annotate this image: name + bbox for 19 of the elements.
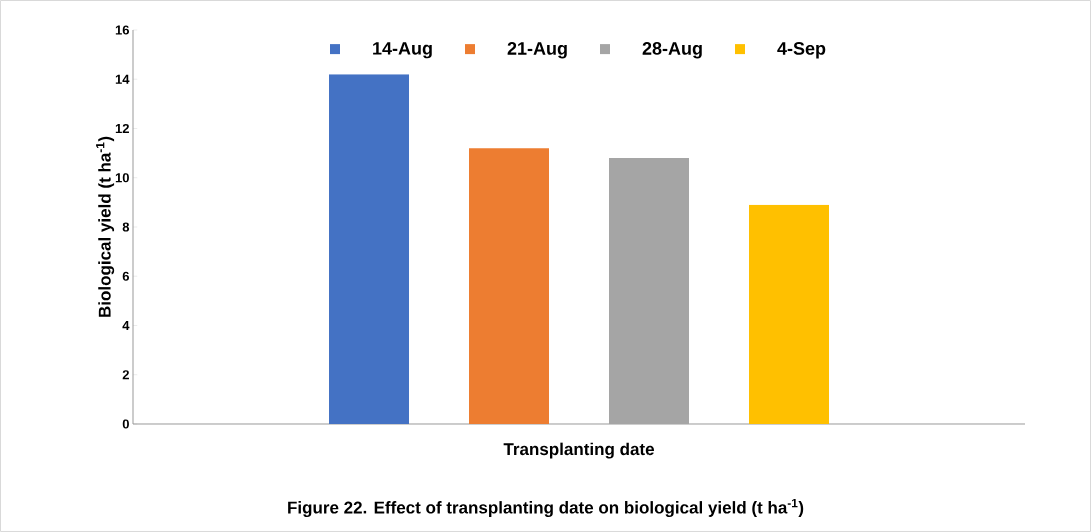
bar bbox=[469, 148, 550, 424]
legend-label: 14-Aug bbox=[373, 42, 432, 59]
legend-label: 4-Sep bbox=[777, 42, 826, 59]
caption: Figure 22. Effect of transplanting date on biological yield (t ha$^{-1}$) bbox=[288, 498, 804, 518]
x-axis-title: Transplanting date bbox=[503, 442, 654, 459]
legend-label: 28-Aug bbox=[642, 42, 702, 59]
y-tick-label: 10 bbox=[115, 173, 129, 183]
y-axis-title: Biological yield (t ha$^{-1}$) bbox=[96, 136, 115, 317]
y-tick-label: 0 bbox=[122, 419, 129, 429]
y-tick-label: 2 bbox=[122, 370, 129, 380]
bar bbox=[749, 204, 830, 424]
y-tick-label: 8 bbox=[122, 222, 130, 232]
bar bbox=[329, 74, 410, 424]
y-tick-label: 14 bbox=[115, 74, 130, 84]
y-tick-label: 4 bbox=[122, 321, 130, 330]
legend-label: 21-Aug bbox=[507, 42, 567, 59]
y-tick-label: 12 bbox=[115, 123, 129, 134]
y-tick-label: 6 bbox=[122, 271, 130, 281]
y-tick-label: 16 bbox=[115, 25, 130, 35]
